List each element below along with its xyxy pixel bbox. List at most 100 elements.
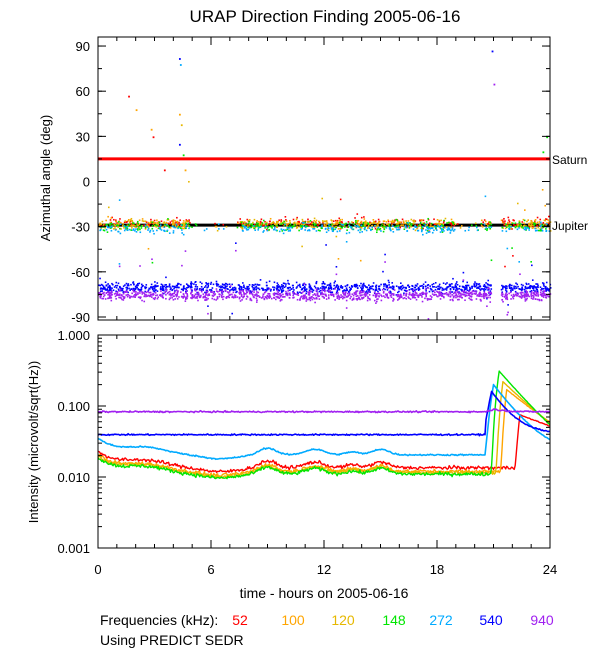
azimuth-point bbox=[222, 284, 224, 286]
azimuth-point bbox=[504, 227, 507, 230]
azimuth-point bbox=[135, 225, 137, 227]
azimuth-point bbox=[223, 283, 226, 286]
azimuth-point bbox=[348, 292, 351, 295]
azimuth-point bbox=[214, 222, 216, 225]
azimuth-point bbox=[282, 222, 284, 225]
azimuth-point bbox=[151, 288, 154, 291]
azimuth-point bbox=[344, 226, 346, 228]
azimuth-point bbox=[242, 289, 244, 292]
azimuth-point bbox=[155, 294, 157, 297]
azimuth-point bbox=[248, 227, 251, 229]
azimuth-point bbox=[487, 296, 489, 299]
azimuth-point bbox=[306, 229, 309, 232]
azimuth-point bbox=[380, 283, 382, 286]
azimuth-point bbox=[341, 287, 344, 289]
azimuth-point bbox=[158, 225, 161, 227]
azimuth-point bbox=[541, 295, 543, 297]
azimuth-point bbox=[464, 291, 466, 294]
azimuth-point bbox=[453, 222, 456, 225]
azimuth-point bbox=[536, 221, 539, 224]
azimuth-point bbox=[167, 291, 169, 294]
azimuth-point bbox=[345, 232, 348, 235]
azimuth-point bbox=[360, 286, 362, 289]
azimuth-point bbox=[225, 225, 228, 228]
azimuth-point bbox=[222, 228, 225, 230]
azimuth-point bbox=[510, 294, 513, 297]
azimuth-point bbox=[377, 218, 380, 221]
azimuth-point bbox=[203, 286, 206, 289]
azimuth-point bbox=[313, 285, 316, 288]
azimuth-point bbox=[503, 223, 505, 226]
azimuth-point bbox=[462, 286, 465, 289]
azimuth-point bbox=[547, 289, 550, 292]
azimuth-point bbox=[126, 229, 129, 232]
azimuth-point bbox=[391, 282, 394, 284]
azimuth-point bbox=[401, 284, 404, 287]
azimuth-point bbox=[180, 224, 183, 226]
azimuth-point bbox=[331, 220, 333, 222]
azimuth-point bbox=[471, 285, 473, 288]
azimuth-point bbox=[221, 286, 224, 288]
azimuth-point bbox=[183, 285, 185, 287]
azimuth-point bbox=[505, 292, 507, 295]
azimuth-point bbox=[350, 288, 352, 290]
azimuth-point bbox=[194, 289, 197, 292]
azimuth-point bbox=[441, 289, 444, 291]
azimuth-point bbox=[137, 292, 139, 294]
azimuth-point bbox=[141, 220, 144, 222]
azimuth-point bbox=[545, 218, 548, 221]
azimuth-point bbox=[218, 295, 221, 298]
azimuth-point bbox=[485, 296, 488, 299]
azimuth-point bbox=[243, 292, 245, 294]
azimuth-point bbox=[98, 291, 100, 294]
azimuth-point bbox=[396, 291, 399, 294]
azimuth-point bbox=[390, 292, 392, 295]
azimuth-point bbox=[224, 286, 227, 289]
azimuth-point bbox=[493, 83, 496, 86]
azimuth-point bbox=[175, 223, 178, 226]
azimuth-point bbox=[358, 223, 360, 225]
azimuth-point bbox=[393, 289, 396, 291]
azimuth-point bbox=[449, 222, 451, 225]
azimuth-point bbox=[421, 284, 423, 287]
azimuth-point bbox=[121, 288, 123, 290]
azimuth-point bbox=[267, 287, 270, 289]
azimuth-point bbox=[505, 285, 507, 287]
azimuth-point bbox=[504, 220, 506, 222]
azimuth-point bbox=[237, 222, 239, 225]
azimuth-point bbox=[194, 223, 197, 225]
azimuth-point bbox=[314, 297, 316, 300]
azimuth-point bbox=[256, 225, 258, 227]
azimuth-point bbox=[364, 227, 366, 229]
azimuth-point bbox=[360, 226, 363, 229]
azimuth-point bbox=[406, 230, 408, 232]
azimuth-point bbox=[132, 225, 134, 227]
azimuth-point bbox=[228, 294, 231, 296]
azimuth-point bbox=[456, 283, 459, 286]
azimuth-point bbox=[358, 285, 361, 287]
azimuth-point bbox=[513, 223, 515, 226]
azimuth-point bbox=[391, 221, 393, 224]
azimuth-point bbox=[365, 229, 368, 232]
azimuth-point bbox=[207, 282, 210, 285]
azimuth-point bbox=[403, 289, 406, 292]
azimuth-point bbox=[195, 288, 197, 291]
azimuth-point bbox=[269, 290, 272, 292]
azimuth-point bbox=[223, 287, 226, 289]
azimuth-point bbox=[454, 286, 456, 289]
azimuth-point bbox=[377, 285, 380, 288]
azimuth-point bbox=[125, 289, 128, 292]
azimuth-point bbox=[331, 222, 334, 225]
azimuth-point bbox=[108, 226, 110, 229]
azimuth-point bbox=[195, 296, 198, 298]
azimuth-point bbox=[512, 297, 515, 300]
azimuth-point bbox=[546, 136, 549, 139]
azimuth-point bbox=[470, 291, 473, 294]
azimuth-point bbox=[431, 293, 434, 295]
azimuth-point bbox=[366, 290, 368, 292]
azimuth-point bbox=[185, 289, 188, 292]
azimuth-point bbox=[410, 288, 412, 290]
azimuth-point bbox=[227, 292, 230, 294]
azimuth-point bbox=[248, 291, 251, 294]
